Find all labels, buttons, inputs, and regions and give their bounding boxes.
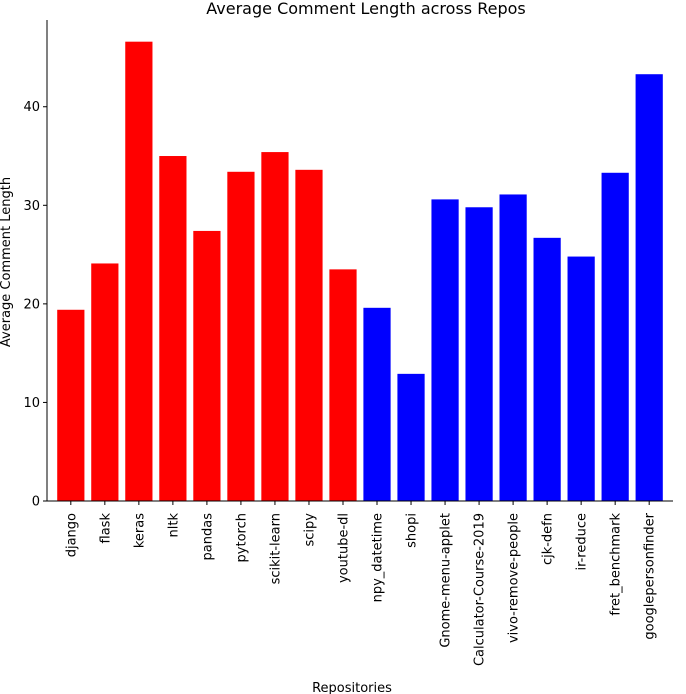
bar-shopi-10 [397, 373, 425, 501]
y-tick-label-2: 20 [23, 297, 40, 312]
x-tick-label-django-0: django [64, 513, 79, 557]
y-tick-label-3: 30 [23, 199, 40, 214]
x-tick-label-vivo-remove-people-13: vivo-remove-people [507, 513, 522, 643]
y-tick-label-4: 40 [23, 100, 40, 115]
x-tick-label-shopi-10: shopi [405, 513, 420, 548]
y-tick-label-1: 10 [23, 396, 40, 411]
x-tick-label-flask-1: flask [98, 513, 113, 544]
x-tick-label-googlepersonfinder-17: googlepersonfinder [643, 512, 658, 639]
y-axis: 0 10 20 30 40 [23, 20, 48, 510]
x-axis-label: Repositories [312, 681, 392, 694]
x-tick-label-scipy-7: scipy [302, 513, 317, 547]
bar-flask-1 [91, 263, 119, 501]
x-tick-label-cjk-defn-14: cjk-defn [541, 513, 556, 565]
chart-title: Average Comment Length across Repos [206, 0, 525, 18]
bars-layer [57, 41, 663, 502]
bar-ir-reduce-15 [567, 256, 595, 501]
x-tick-label-scikit-learn-6: scikit-learn [268, 513, 283, 584]
bar-gnome-menu-applet-11 [431, 199, 459, 501]
bar-scikit-learn-6 [261, 152, 289, 501]
bar-youtube-dl-8 [329, 269, 357, 501]
bar-pytorch-5 [227, 171, 255, 502]
x-tick-label-nltk-3: nltk [166, 513, 181, 538]
bar-fret-benchmark-16 [601, 172, 629, 501]
bar-calculator-course-2019-12 [465, 207, 493, 501]
bar-cjk-defn-14 [533, 237, 561, 501]
bar-npy-datetime-9 [363, 307, 391, 501]
bar-django-0 [57, 309, 85, 501]
bar-pandas-4 [193, 230, 221, 501]
y-axis-label: Average Comment Length [0, 177, 14, 347]
x-tick-label-pytorch-5: pytorch [234, 513, 249, 562]
bar-googlepersonfinder-17 [635, 74, 663, 502]
bar-keras-2 [125, 41, 153, 502]
x-tick-label-fret-benchmark-16: fret_benchmark [609, 513, 624, 616]
x-tick-label-pandas-4: pandas [200, 513, 215, 561]
x-axis: django flask keras nltk pandas pytorch scikit-… [47, 500, 673, 666]
x-tick-label-gnome-menu-applet-11: Gnome-menu-applet [439, 513, 454, 648]
x-tick-label-youtube-dl-8: youtube-dl [336, 513, 351, 583]
bar-vivo-remove-people-13 [499, 194, 527, 501]
bar-nltk-3 [159, 156, 187, 501]
x-tick-label-calculator-course-2019-12: Calculator-Course-2019 [473, 513, 488, 666]
x-tick-label-ir-reduce-15: ir-reduce [575, 513, 590, 571]
x-tick-label-keras-2: keras [132, 513, 147, 548]
bar-scipy-7 [295, 169, 323, 501]
x-tick-label-npy-datetime-9: npy_datetime [371, 513, 386, 602]
y-tick-label-0: 0 [32, 495, 40, 510]
